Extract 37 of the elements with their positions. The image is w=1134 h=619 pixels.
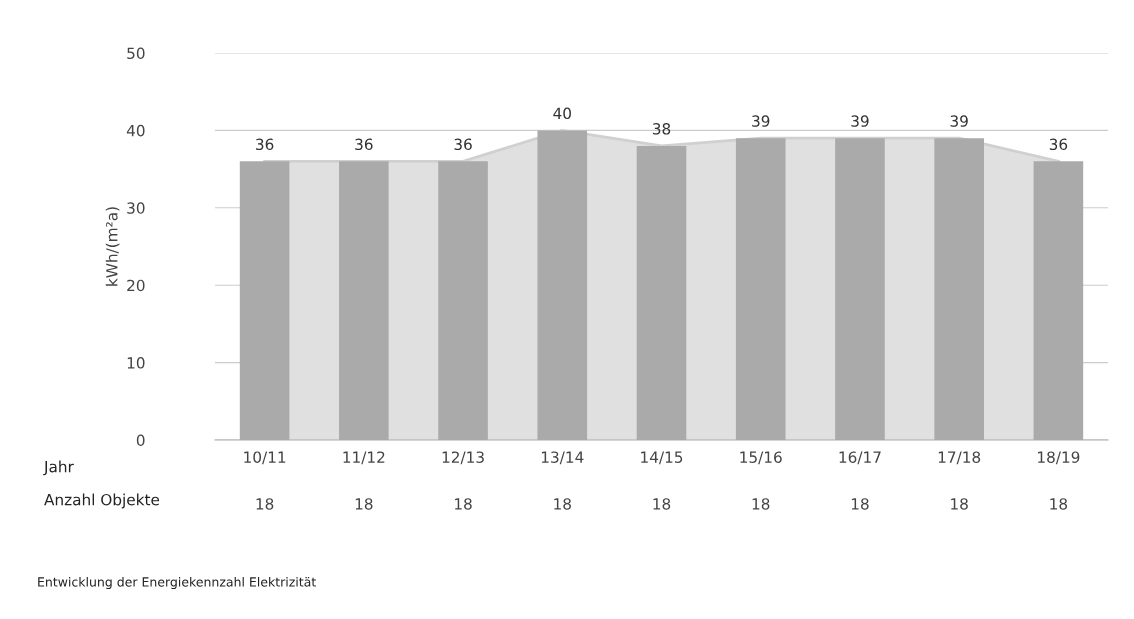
text: 18 (1050, 498, 1068, 510)
y-tick-label: 40 (126, 124, 145, 137)
y-tick-label: 10 (127, 357, 145, 369)
text: Entwicklung der Energiekennzahl Elektrizität (38, 576, 316, 590)
data-label: 40 (553, 107, 571, 120)
x-tick-label: 17/18 (938, 451, 981, 465)
x-tick-label: 10/11 (244, 451, 286, 465)
data-label: 39 (950, 115, 968, 127)
x-tick-label: 13/14 (541, 451, 584, 465)
x-tick-label: 15/16 (740, 451, 782, 465)
data-label: 36 (454, 138, 472, 151)
x-tick-label: 16/17 (839, 451, 881, 465)
data-label: 39 (752, 115, 770, 127)
y-tick-label: 20 (127, 279, 145, 292)
text: 18 (851, 498, 869, 510)
text: 18 (951, 498, 968, 510)
y-axis-title: kWh/(m²a) (105, 207, 120, 286)
text: Jahr (43, 460, 74, 476)
text: 18 (355, 498, 373, 510)
text: 18 (653, 498, 671, 510)
data-label: 36 (1049, 138, 1068, 151)
x-tick-label: 12/13 (442, 451, 484, 465)
x-tick-label: 11/12 (343, 451, 385, 465)
data-label: 36 (355, 138, 373, 151)
y-tick-label: 0 (136, 434, 145, 447)
y-tick-label: 30 (127, 202, 145, 214)
data-label: 36 (256, 138, 274, 151)
text: 18 (554, 498, 571, 510)
text: 18 (752, 498, 770, 510)
text: 18 (256, 498, 274, 510)
data-label: 39 (851, 115, 869, 127)
text: Anzahl Objekte (44, 493, 160, 509)
text: 18 (455, 498, 472, 510)
data-label: 38 (652, 123, 671, 135)
y-tick-label: 50 (127, 47, 145, 60)
x-tick-label: 14/15 (641, 451, 683, 465)
x-tick-label: 18/19 (1038, 451, 1080, 465)
